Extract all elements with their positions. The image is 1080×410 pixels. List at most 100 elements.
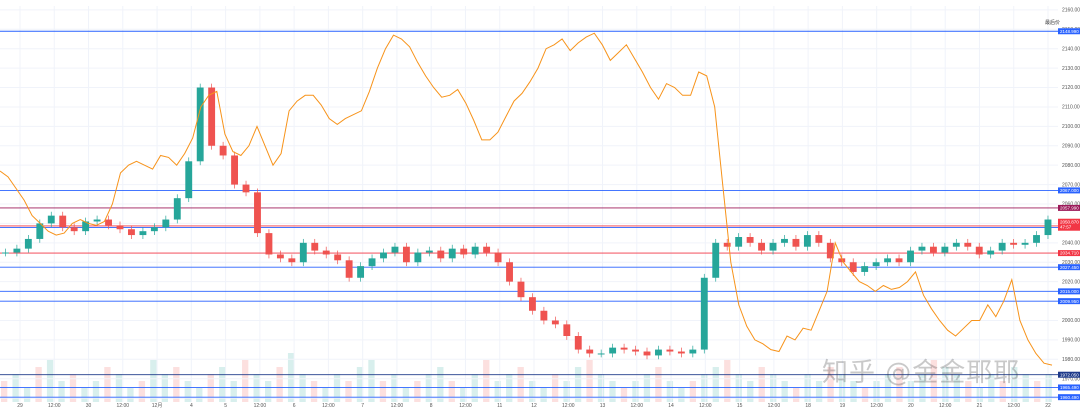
time-axis[interactable]: 29 12:00 30 12:00 12月 4 5 12:00 6 12:00 7 12:00 8 12:… [17,403,1051,409]
volume-bar [815,381,823,402]
volume-bar [586,360,593,402]
candle-body [1010,242,1018,245]
horizontal-lines[interactable] [0,30,1058,398]
candle-body [299,242,307,263]
candle-body [311,242,319,251]
volume-bar [448,381,455,402]
countdown-label: 47:57 [1060,225,1072,230]
volume-bar [115,374,123,402]
candle-body [471,246,479,255]
volume-bar [574,367,582,402]
candle-body [173,198,181,220]
candle-body [861,266,869,272]
candle-body [345,260,353,278]
volume-bar [1045,374,1052,402]
volume-bar [563,381,570,402]
candle-body [208,87,216,146]
volume-bar [161,374,169,402]
x-tick-label: 12:00 [1007,403,1020,409]
volume-bar [150,360,157,402]
price-tag: 2148.990 [1058,28,1080,35]
candle-body [254,192,261,234]
volume-bar [793,388,800,402]
x-tick-label: 21 [977,403,983,409]
volume-bar [471,374,478,402]
x-tick-label: 12:00 [254,403,267,409]
candle-body [162,219,170,228]
candle-body [460,248,468,255]
volume-bar [276,367,283,402]
volume-bar [747,381,754,402]
candle-body [689,349,697,354]
candle-body [907,250,914,263]
y-tick-label: 2030.000 [1062,260,1080,266]
y-tick-label: 2080.000 [1062,163,1080,169]
candle-body [838,258,846,263]
volume-bar [379,381,387,402]
volume-bar [46,360,54,402]
x-tick-label: 12:00 [699,403,712,409]
volume-bar [81,388,88,402]
volume-bar [896,367,903,402]
price-tag-label: 2148.990 [1060,29,1079,34]
volume-bar [391,374,398,402]
candle-body [941,246,949,253]
candle-body [139,231,147,236]
price-tag: 2027.450 [1058,264,1080,271]
y-tick-label: 1980.000 [1062,357,1080,363]
price-tag-label: 2034.710 [1060,251,1079,256]
candle-body [975,246,983,255]
candle-body [128,229,135,236]
candle-body [357,266,365,278]
x-tick-label: 12:00 [391,403,404,409]
x-tick-label: 22 [1045,403,1051,409]
volume-bar [506,374,513,402]
x-tick-label: 6 [293,403,296,409]
volume-bar [242,360,249,402]
price-tag: 1972.050 [1058,371,1080,378]
y-tick-label: 2090.000 [1062,143,1080,149]
price-axis-label: 最后价 [1045,19,1060,26]
volume-bar [540,388,547,402]
volume-bar [333,374,341,402]
volume-bar [861,388,869,402]
volume-bar [643,374,651,402]
price-tag-label: 1960.490 [1060,395,1079,400]
current-price-bg [1058,218,1080,231]
price-tag: 2015.000 [1058,288,1080,295]
candle-body [219,145,227,156]
candle-body [769,242,777,251]
candle-body [196,87,204,162]
volume-bar [253,374,260,402]
y-tick-label: 1970.000 [1062,376,1080,382]
volume-bar [23,388,31,402]
candle-body [322,250,330,255]
candle-body [2,252,9,254]
candle-body [231,155,239,185]
price-tag: 2057.990 [1058,204,1080,211]
candle-body [448,248,456,259]
volume-bar [884,374,892,402]
y-tick-label: 1990.000 [1062,338,1080,344]
candle-body [265,233,273,255]
price-tag-label: 1972.050 [1060,372,1079,377]
volume-bar [1022,374,1029,402]
candle-body [414,252,422,263]
volume-bar [999,381,1006,402]
volume-bar [827,367,834,402]
volume-bar [58,381,65,402]
candle-body [483,246,491,253]
candle-body [815,235,823,243]
candle-body [425,250,433,253]
x-tick-label: 12:00 [459,403,472,409]
volume-bar [689,381,697,402]
volume-bar [597,374,605,402]
x-tick-label: 15 [737,403,743,409]
y-tick-label: 2110.000 [1062,105,1080,111]
candle-body [597,353,605,355]
price-tag-label: 2027.450 [1060,265,1079,270]
y-tick-label: 2140.000 [1062,46,1080,52]
volume-bar [35,367,42,402]
candle-body [758,242,766,251]
